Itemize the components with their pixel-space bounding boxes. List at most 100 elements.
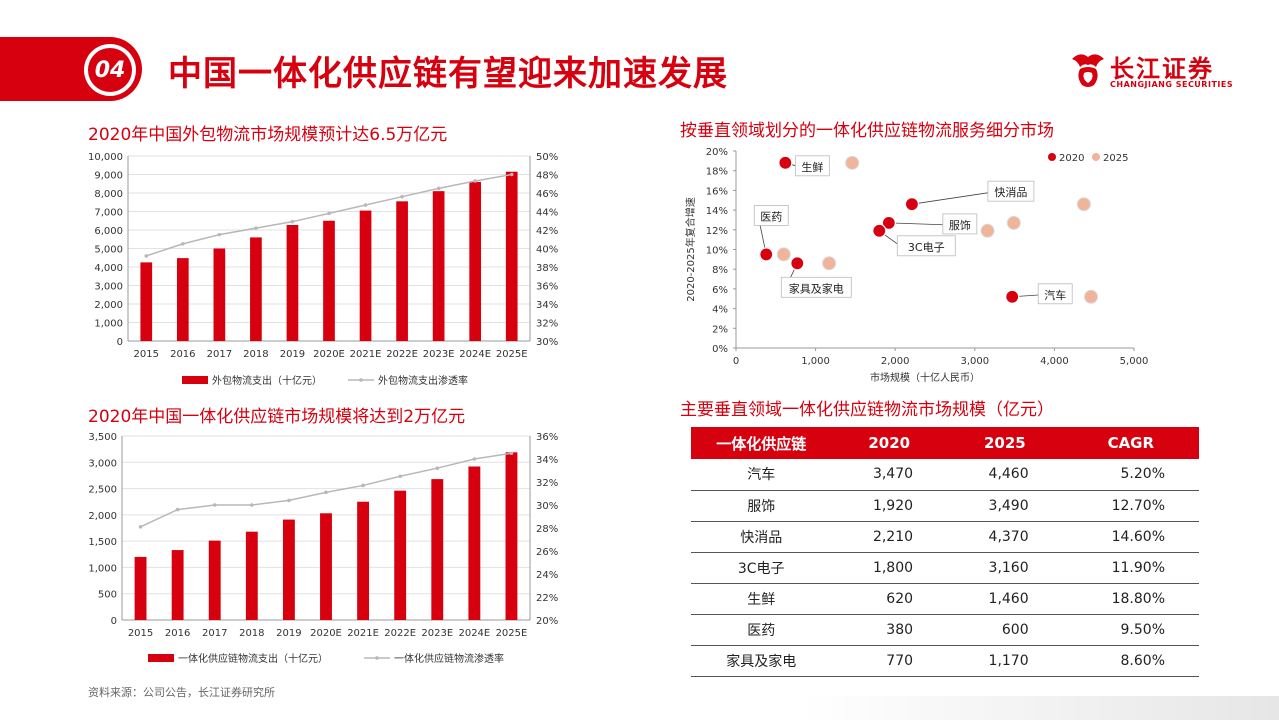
line-point [217,232,222,237]
y2-tick-label: 46% [536,189,558,200]
y-tick-label: 8% [712,265,728,276]
table-cell: 600 [947,614,1063,646]
x-tick-label: 2019 [276,628,301,639]
scatter-point-2020 [790,256,805,271]
x-tick-label: 2024E [459,349,491,360]
y2-tick-label: 34% [536,455,558,466]
scatter-point-2020 [1005,289,1020,304]
y-tick-label: 14% [706,206,728,217]
callout-box [780,276,852,298]
x-tick-label: 3,000 [960,356,989,367]
table-cell: 9.50% [1062,614,1199,646]
bar [245,531,258,620]
y-tick-label: 7,000 [94,208,123,219]
y-tick-label: 3,000 [88,458,117,469]
y-tick-label: 3,000 [94,282,123,293]
table-row: 生鲜 620 1,460 18.80% [691,583,1199,615]
bar [176,258,189,341]
table-row: 医药 380 600 9.50% [691,614,1199,646]
legend-label-line: 一体化供应链物流渗透率 [394,652,504,665]
y2-tick-label: 50% [536,152,558,163]
y-tick-label: 18% [706,167,728,178]
table-cell: 1,800 [831,552,948,584]
y2-tick-label: 32% [536,478,558,489]
point-label: 生鲜 [801,160,823,174]
table-row: 3C电子 1,800 3,160 11.90% [691,552,1199,584]
y-tick-label: 500 [98,590,117,601]
line-point [175,507,180,512]
table-cell: 770 [831,645,948,677]
y-tick-label: 0 [117,337,123,348]
legend-swatch-bar [182,376,208,384]
line-point [181,242,185,246]
table-cell: 1,920 [831,490,948,522]
scatter-title: 按垂直领域划分的一体化供应链物流服务细分市场 [680,121,1054,141]
callout-line [911,191,992,205]
x-tick-label: 2019 [280,349,305,360]
scatter-point-2025 [822,256,837,271]
company-logo: 长江证券 CHANGJIANG SECURITIES [1066,47,1236,95]
table-cell: 快消品 [691,521,832,553]
line-point [398,474,402,479]
chart1-title: 2020年中国外包物流市场规模预计达6.5万亿元 [88,125,448,145]
line-point [324,490,328,495]
x-tick-label: 2023E [421,628,453,639]
bar [505,452,518,620]
logo-subtext: CHANGJIANG SECURITIES [1110,80,1234,89]
y-tick-label: 16% [706,186,728,197]
line-point [509,172,514,177]
line-point [250,503,254,507]
table-cell: 2,210 [831,521,948,553]
table-cell: 3,470 [831,459,948,491]
table-cell: 家具及家电 [691,645,832,677]
x-axis-label: 市场规模（十亿人民币） [870,371,980,384]
bar [171,550,184,620]
y-tick-label: 2% [712,324,728,335]
y-tick-label: 0% [712,344,728,355]
bar [250,237,262,341]
bar [432,191,445,341]
bar [140,262,153,341]
x-tick-label: 2017 [202,628,227,639]
line-point [472,457,477,461]
legend-marker-2020 [1048,153,1056,161]
callout-box [987,180,1035,202]
y-axis-label: 2020-2025年复合增速 [684,197,697,302]
scatter-point-2020 [872,223,887,238]
legend-label-2020: 2020 [1059,153,1084,164]
bar [323,220,335,341]
y-tick-label: 5,000 [94,245,123,256]
y2-tick-label: 30% [536,501,558,512]
line-point [436,186,441,191]
table-row: 家具及家电 770 1,170 8.60% [691,645,1199,677]
x-tick-label: 2021E [347,628,379,639]
y2-tick-label: 36% [536,282,558,293]
y-tick-label: 6,000 [94,226,123,237]
bar [282,519,295,620]
scatter-point-2020 [881,215,896,231]
x-tick-label: 2,000 [881,356,910,367]
point-label: 家具及家电 [789,281,844,295]
bar [357,501,370,620]
x-tick-label: 2015 [134,349,159,360]
vertical-scatter-chart: 0% 2% 4% 6% 8% 10% 12% 14% 16% 18% 20% 0 1,000 2,000 3… [684,147,1148,384]
page-title: 中国一体化供应链有望迎来加速发展 [168,54,728,94]
scatter-point-2025 [1006,215,1021,230]
table-cell: 18.80% [1062,583,1199,615]
legend-label-2025: 2025 [1103,153,1128,164]
line-point [361,483,365,488]
line-point [363,203,368,207]
table-row: 汽车 3,470 4,460 5.20% [691,459,1199,491]
y-tick-label: 12% [706,226,728,237]
line-point [435,466,440,470]
callout-box [794,155,830,177]
legend-swatch-bar [148,654,174,662]
x-tick-label: 2025E [496,628,528,639]
table-cell: 1,170 [947,645,1063,677]
x-tick-label: 4,000 [1040,356,1069,367]
table-cell: 3,490 [947,490,1063,522]
legend-marker-2025 [1092,153,1100,161]
point-label: 医药 [760,210,782,223]
supply-chain-chart: 0 500 1,000 1,500 2,000 2,500 3,000 3,500 20% 22%… [88,432,558,665]
y2-tick-label: 44% [536,208,558,219]
